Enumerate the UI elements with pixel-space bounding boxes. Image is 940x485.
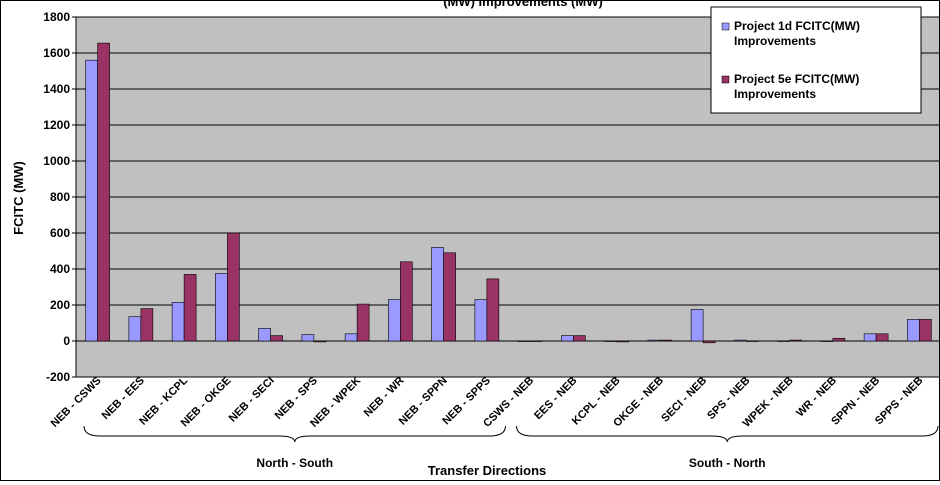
bar-series-2 bbox=[616, 340, 629, 343]
y-tick-label: 600 bbox=[50, 226, 70, 240]
bar-series-1 bbox=[863, 333, 877, 342]
bar-series-1 bbox=[85, 59, 98, 342]
y-tick-label: 1000 bbox=[43, 154, 70, 168]
bar-series-1 bbox=[258, 328, 271, 342]
bar-series-1 bbox=[215, 273, 228, 342]
bar-series-2 bbox=[919, 319, 932, 342]
bar-series-2 bbox=[702, 340, 716, 344]
bar-series-2 bbox=[400, 261, 413, 342]
group-brace bbox=[516, 425, 939, 443]
y-axis-label: FCITC (MW) bbox=[11, 161, 26, 235]
bar-series-2 bbox=[789, 339, 802, 342]
x-tick-label: SECI - NEB bbox=[659, 375, 709, 425]
bar-series-2 bbox=[313, 340, 327, 343]
legend-swatch-series-2 bbox=[721, 75, 730, 84]
y-tick-label: 400 bbox=[50, 262, 70, 276]
bar-series-2 bbox=[227, 232, 240, 342]
bar-series-1 bbox=[690, 309, 704, 342]
bar-series-2 bbox=[529, 340, 543, 342]
bar-series-1 bbox=[820, 340, 834, 342]
bar-series-2 bbox=[832, 337, 846, 342]
bar-series-1 bbox=[474, 299, 488, 342]
x-tick-label: NEB - WR bbox=[362, 375, 407, 420]
bar-series-1 bbox=[128, 316, 142, 342]
bar-series-1 bbox=[907, 319, 920, 342]
x-tick-label: NEB - SECI bbox=[227, 375, 277, 425]
y-tick-label: 1600 bbox=[43, 46, 70, 60]
group-braces: North - South South - North bbox=[83, 425, 939, 470]
y-tick-label: 1200 bbox=[43, 118, 70, 132]
bar-series-2 bbox=[746, 340, 759, 342]
x-tick-label: EES - NEB bbox=[532, 375, 579, 422]
bar-series-2 bbox=[140, 308, 154, 342]
bar-series-2 bbox=[443, 252, 456, 342]
y-tick-label: 800 bbox=[50, 190, 70, 204]
bar-series-1 bbox=[604, 340, 617, 342]
chart-title: (MW) Improvements (MW) bbox=[443, 1, 603, 9]
x-tick-label: SPS - NEB bbox=[705, 375, 752, 422]
bar-series-1 bbox=[431, 247, 444, 342]
x-tick-label: WR - NEB bbox=[794, 375, 839, 420]
x-tick-label: NEB - SPS bbox=[273, 375, 320, 422]
bar-series-2 bbox=[356, 303, 370, 342]
group-label: South - North bbox=[689, 456, 766, 470]
x-axis-label: Transfer Directions bbox=[428, 463, 547, 478]
legend-label-series-1: Project 1d FCITC(MW) Improvements bbox=[734, 19, 863, 48]
y-tick-labels: -200 0 200 400 600 800 1000 1200 1400 1600 1800 bbox=[43, 10, 70, 384]
y-tick-label: 1400 bbox=[43, 82, 70, 96]
bar-series-1 bbox=[561, 335, 574, 342]
y-tick-label: 0 bbox=[63, 334, 70, 348]
bar-series-1 bbox=[344, 333, 358, 342]
bar-series-1 bbox=[171, 301, 185, 342]
y-tick-label: 1800 bbox=[43, 10, 70, 24]
legend: Project 1d FCITC(MW) Improvements Projec… bbox=[710, 6, 922, 114]
bar-series-2 bbox=[659, 339, 673, 342]
bar-series-2 bbox=[270, 335, 283, 342]
legend-box bbox=[710, 6, 922, 114]
y-tick-label: -200 bbox=[46, 370, 70, 384]
group-brace bbox=[83, 425, 506, 443]
bar-series-1 bbox=[517, 340, 531, 342]
bar-series-1 bbox=[734, 339, 747, 342]
group-label: North - South bbox=[256, 456, 333, 470]
bar-series-2 bbox=[183, 274, 197, 342]
bar-series-1 bbox=[388, 299, 401, 342]
bar-series-1 bbox=[777, 340, 790, 342]
bar-series-2 bbox=[486, 278, 500, 342]
bar-series-2 bbox=[573, 335, 586, 342]
bar-series-1 bbox=[301, 334, 315, 342]
legend-label-series-2: Project 5e FCITC(MW) Improvements bbox=[734, 72, 863, 101]
x-tick-label: NEB - EES bbox=[100, 375, 147, 422]
bars-layer bbox=[85, 42, 932, 344]
y-tick-label: 200 bbox=[50, 298, 70, 312]
bar-series-1 bbox=[647, 339, 661, 342]
legend-swatch-series-1 bbox=[721, 22, 730, 31]
bar-series-2 bbox=[97, 42, 110, 342]
bar-series-2 bbox=[875, 333, 889, 342]
